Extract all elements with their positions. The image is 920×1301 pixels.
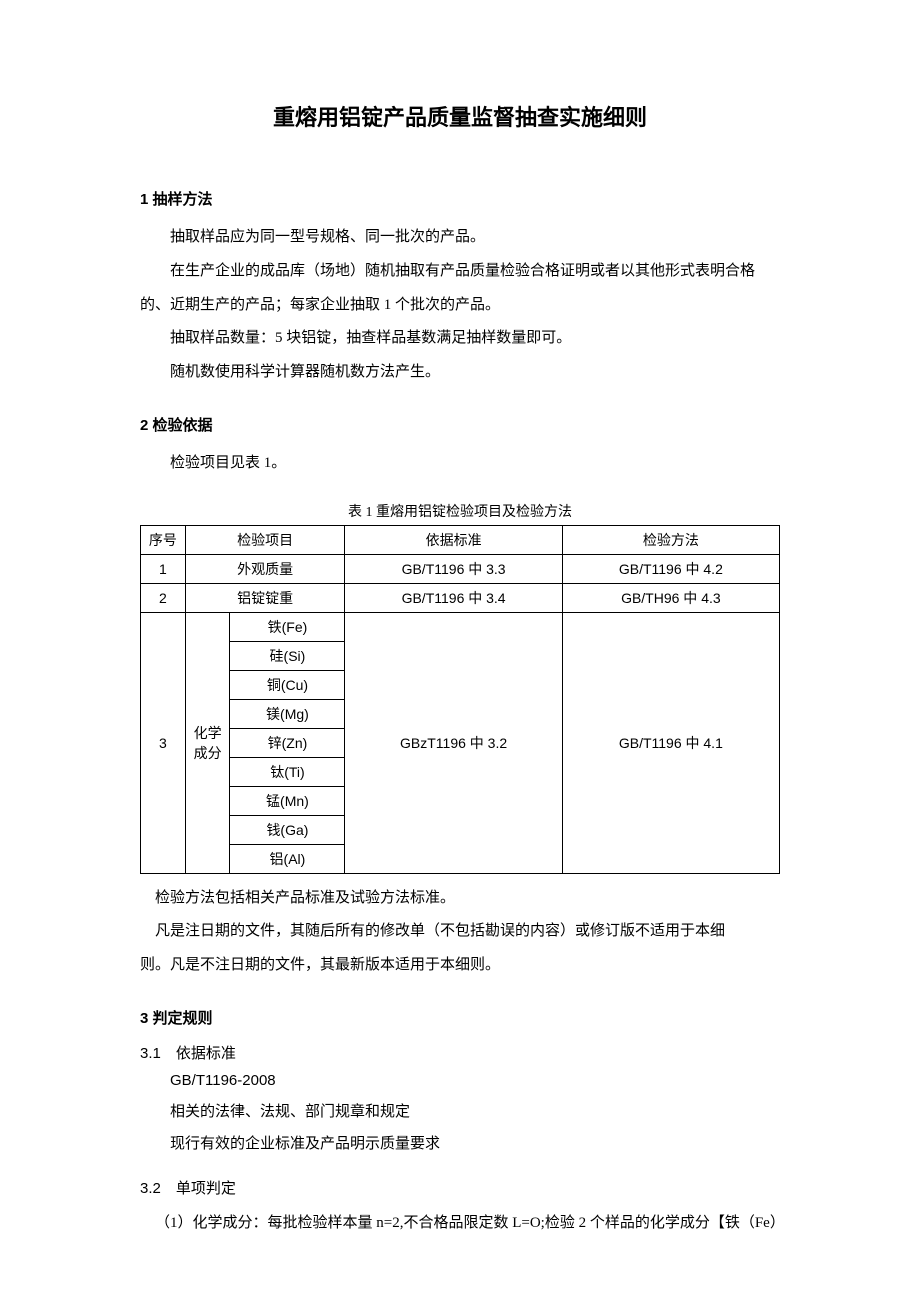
section-1-head: 1 抽样方法 [140, 188, 780, 209]
document-page: 重熔用铝锭产品质量监督抽查实施细则 1 抽样方法 抽取样品应为同一型号规格、同一… [0, 0, 920, 1300]
cell-method: GB/T1196 中 4.1 [562, 612, 779, 873]
document-title: 重熔用铝锭产品质量监督抽查实施细则 [140, 100, 780, 132]
cell-group: 化学成分 [185, 612, 230, 873]
cell-std: GB/T1196 中 3.4 [345, 583, 562, 612]
cell-seq: 3 [141, 612, 186, 873]
s2-p2: 检验方法包括相关产品标准及试验方法标准。 [140, 882, 780, 916]
table-1-caption: 表 1 重熔用铝锭检验项目及检验方法 [140, 501, 780, 521]
table-row: 1 外观质量 GB/T1196 中 3.3 GB/T1196 中 4.2 [141, 554, 780, 583]
cell-seq: 2 [141, 583, 186, 612]
s1-p1: 抽取样品应为同一型号规格、同一批次的产品。 [140, 221, 780, 255]
cell-method: GB/T1196 中 4.2 [562, 554, 779, 583]
s31-l3: 现行有效的企业标准及产品明示质量要求 [170, 1128, 780, 1160]
section-3-1-head: 3.1 依据标准 [140, 1042, 780, 1063]
s2-p3b: 则。凡是不注日期的文件，其最新版本适用于本细则。 [140, 949, 780, 983]
cell-seq: 1 [141, 554, 186, 583]
cell-elem: 锌(Zn) [230, 728, 345, 757]
s1-p2b: 的、近期生产的产品；每家企业抽取 1 个批次的产品。 [140, 289, 780, 323]
table-1: 序号 检验项目 依据标准 检验方法 1 外观质量 GB/T1196 中 3.3 … [140, 525, 780, 874]
cell-method: GB/TH96 中 4.3 [562, 583, 779, 612]
th-item: 检验项目 [185, 525, 345, 554]
table-row: 3 化学成分 铁(Fe) GBzT1196 中 3.2 GB/T1196 中 4… [141, 612, 780, 641]
table-row: 2 铝锭锭重 GB/T1196 中 3.4 GB/TH96 中 4.3 [141, 583, 780, 612]
section-2-head: 2 检验依据 [140, 414, 780, 435]
cell-std: GBzT1196 中 3.2 [345, 612, 562, 873]
s2-p1: 检验项目见表 1。 [140, 447, 780, 481]
cell-elem: 镁(Mg) [230, 699, 345, 728]
s1-p4: 随机数使用科学计算器随机数方法产生。 [140, 356, 780, 390]
s1-p2: 在生产企业的成品库（场地）随机抽取有产品质量检验合格证明或者以其他形式表明合格 [140, 255, 780, 289]
table-header-row: 序号 检验项目 依据标准 检验方法 [141, 525, 780, 554]
s2-p3: 凡是注日期的文件，其随后所有的修改单（不包括勘误的内容）或修订版不适用于本细 [140, 915, 780, 949]
cell-elem: 铁(Fe) [230, 612, 345, 641]
cell-elem: 锰(Mn) [230, 786, 345, 815]
cell-elem: 钛(Ti) [230, 757, 345, 786]
cell-elem: 铜(Cu) [230, 670, 345, 699]
s32-p1: （1）化学成分：每批检验样本量 n=2,不合格品限定数 L=O;检验 2 个样品… [140, 1208, 780, 1240]
cell-elem: 铝(Al) [230, 844, 345, 873]
th-method: 检验方法 [562, 525, 779, 554]
th-std: 依据标准 [345, 525, 562, 554]
cell-item: 铝锭锭重 [185, 583, 345, 612]
cell-elem: 硅(Si) [230, 641, 345, 670]
cell-std: GB/T1196 中 3.3 [345, 554, 562, 583]
section-3-2-head: 3.2 单项判定 [140, 1177, 780, 1198]
cell-elem: 钱(Ga) [230, 815, 345, 844]
section-3-head: 3 判定规则 [140, 1007, 780, 1028]
cell-item: 外观质量 [185, 554, 345, 583]
s1-p3: 抽取样品数量：5 块铝锭，抽查样品基数满足抽样数量即可。 [140, 322, 780, 356]
s31-l1: GB/T1196-2008 [170, 1065, 780, 1097]
s31-l2: 相关的法律、法规、部门规章和规定 [170, 1096, 780, 1128]
th-seq: 序号 [141, 525, 186, 554]
